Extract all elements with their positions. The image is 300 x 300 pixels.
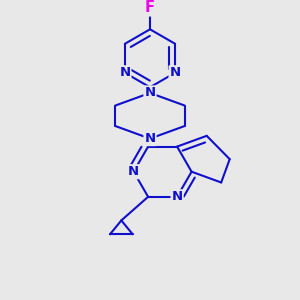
Text: F: F [145, 0, 155, 15]
Text: N: N [172, 190, 183, 203]
Text: N: N [144, 86, 156, 99]
Text: N: N [128, 165, 139, 178]
Text: N: N [144, 132, 156, 145]
Text: N: N [169, 66, 181, 79]
Text: N: N [119, 66, 130, 79]
